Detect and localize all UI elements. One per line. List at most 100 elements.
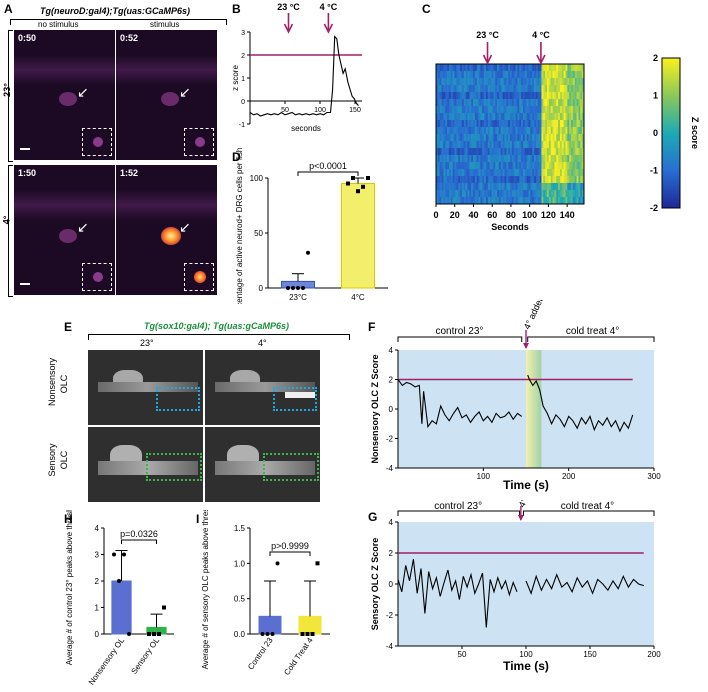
- heatmap-cell: [552, 141, 555, 149]
- heatmap-cell: [548, 169, 551, 177]
- heatmap-cell: [489, 106, 492, 114]
- heatmap-cell: [526, 120, 529, 128]
- heatmap-cell: [473, 148, 476, 156]
- heatmap-cell: [511, 120, 514, 128]
- heatmap-cell: [510, 127, 513, 135]
- heatmap-cell: [493, 183, 496, 191]
- heatmap-cell: [556, 71, 559, 79]
- heatmap-cell: [465, 134, 468, 142]
- heatmap-cell: [493, 113, 496, 121]
- heatmap-cell: [506, 106, 509, 114]
- heatmap-cell: [448, 120, 452, 128]
- heatmap-cell: [461, 113, 465, 121]
- heatmap-cell: [458, 106, 461, 114]
- heatmap-cell: [574, 113, 577, 121]
- heatmap-cell: [528, 197, 531, 205]
- heatmap-cell: [576, 155, 579, 163]
- heatmap-cell: [497, 176, 500, 184]
- heatmap-cell: [498, 92, 502, 100]
- heatmap-cell: [506, 148, 509, 156]
- heatmap-cell: [489, 113, 492, 121]
- heatmap-cell: [506, 176, 509, 184]
- heatmap-cell: [556, 176, 559, 184]
- heatmap-cell: [461, 176, 465, 184]
- heatmap-cell: [478, 162, 481, 170]
- heatmap-cell: [532, 120, 535, 128]
- y-axis-label: Average # of sensory OLC peaks above thr…: [201, 510, 210, 669]
- data-point: [310, 632, 315, 636]
- heatmap-cell: [582, 64, 585, 72]
- heatmap-cell: [465, 127, 468, 135]
- heatmap-cell: [517, 162, 520, 170]
- heatmap-cell: [550, 113, 553, 121]
- heatmap-cell: [576, 127, 579, 135]
- heatmap-cell: [519, 134, 522, 142]
- bracket-control: [397, 510, 521, 516]
- heatmap-cell: [545, 148, 548, 156]
- heatmap-cell: [567, 134, 570, 142]
- x-tick-label: 300: [647, 472, 661, 481]
- heatmap-cell: [482, 183, 485, 191]
- heatmap-cell: [548, 78, 551, 86]
- y-tick-label: 0: [241, 99, 245, 106]
- heatmap-cell: [497, 85, 500, 93]
- heatmap-cell: [458, 141, 461, 149]
- heatmap-cell: [571, 197, 574, 205]
- heatmap-cell: [504, 64, 507, 72]
- heatmap-cell: [506, 85, 509, 93]
- olc-image-nonsensory-4: [205, 350, 320, 425]
- heatmap-cell: [534, 106, 537, 114]
- heatmap-cell: [471, 190, 474, 198]
- heatmap-cell: [508, 162, 511, 170]
- heatmap-cell: [534, 92, 537, 100]
- heatmap-cell: [489, 99, 492, 107]
- heatmap-cell: [572, 183, 576, 191]
- heatmap-cell: [545, 141, 548, 149]
- heatmap-cell: [524, 155, 527, 163]
- heatmap-cell: [537, 148, 540, 156]
- heatmap-cell: [454, 127, 457, 135]
- heatmap-cell: [561, 190, 564, 198]
- heatmap-cell: [561, 183, 564, 191]
- heatmap-cell: [517, 176, 520, 184]
- heatmap-cell: [485, 155, 489, 163]
- heatmap-cell: [441, 141, 444, 149]
- heatmap-cell: [450, 134, 453, 142]
- heatmap-cell: [448, 169, 452, 177]
- tissue-band: [14, 55, 115, 85]
- heatmap-cell: [463, 85, 466, 93]
- y-tick-label: 0.0: [234, 630, 246, 639]
- y-axis-label: Sensory OLC Z Score: [370, 538, 380, 631]
- data-point: [147, 632, 151, 636]
- heatmap-cell: [547, 78, 550, 86]
- heatmap-cell: [541, 64, 544, 72]
- heatmap-cell: [511, 92, 514, 100]
- heatmap-cell: [478, 134, 481, 142]
- heatmap-cell: [559, 120, 563, 128]
- heatmap-cell: [460, 134, 463, 142]
- heatmap-cell: [508, 134, 511, 142]
- heatmap-cell: [576, 92, 579, 100]
- heatmap-cell: [502, 134, 505, 142]
- heatmap-cell: [547, 85, 550, 93]
- heatmap-cell: [522, 106, 526, 114]
- heatmap-cell: [576, 120, 579, 128]
- heatmap-cell: [545, 71, 548, 79]
- heatmap-cell: [437, 155, 440, 163]
- heatmap-cell: [458, 99, 461, 107]
- heatmap-cell: [450, 106, 453, 114]
- heatmap-cell: [559, 64, 563, 72]
- heatmap-cell: [471, 106, 474, 114]
- heatmap-cell: [558, 162, 561, 170]
- heatmap-cell: [556, 120, 559, 128]
- heatmap-cell: [471, 71, 474, 79]
- heatmap-cell: [504, 85, 507, 93]
- heatmap-cell: [548, 99, 551, 107]
- y-tick-label: 1.5: [234, 524, 246, 533]
- heatmap-cell: [569, 85, 572, 93]
- x-tick-label: 20: [450, 210, 460, 220]
- cell-body: [161, 92, 179, 106]
- heatmap-cell: [502, 169, 505, 177]
- heatmap-cell: [522, 127, 526, 135]
